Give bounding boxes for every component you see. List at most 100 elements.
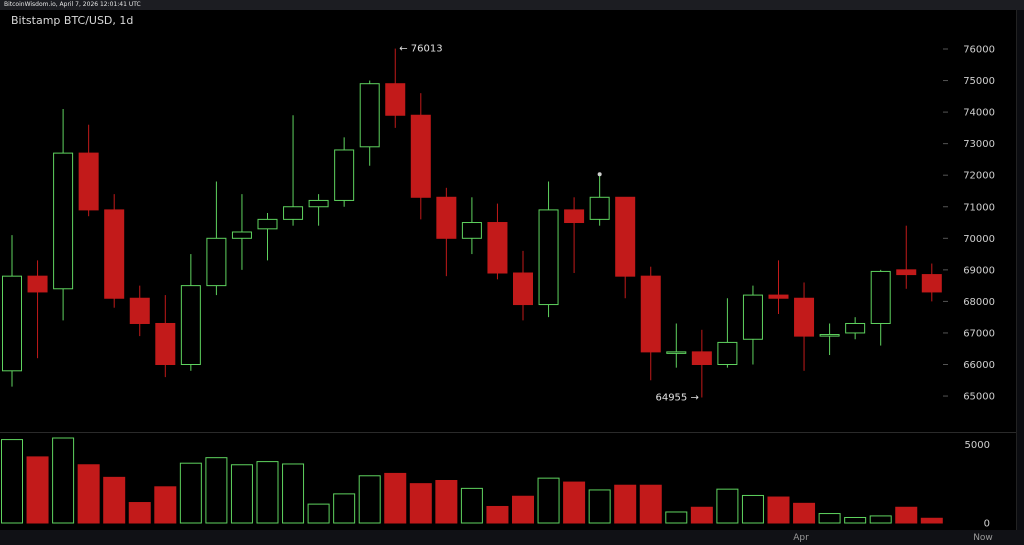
candle-body-up	[308, 199, 329, 208]
candle-body-down	[104, 209, 125, 299]
candle-body-down	[385, 83, 406, 116]
volume-bar-up	[333, 493, 356, 524]
candle-body-down	[436, 196, 457, 239]
chart-frame	[0, 10, 1017, 530]
volume-bar-up	[205, 457, 228, 524]
price-tick-label: 71000	[963, 202, 995, 213]
candle-body-up	[717, 341, 738, 366]
candle-body-up	[2, 275, 22, 372]
candle-body-down	[27, 275, 48, 293]
volume-bar-down	[26, 456, 49, 524]
volume-bar-down	[486, 505, 509, 524]
browser-caption-bar: BitcoinWisdom.io, April 7, 2026 12:01:41…	[0, 0, 1024, 10]
volume-bar-down	[409, 483, 432, 524]
time-axis-label: Now	[973, 533, 993, 543]
time-axis-strip	[0, 530, 1024, 545]
volume-bar-down	[77, 464, 100, 524]
volume-bar-down	[154, 486, 177, 524]
volume-bar-up	[1, 439, 23, 524]
volume-bar-up	[256, 461, 279, 524]
price-tick-label: 73000	[963, 139, 995, 150]
volume-bar-up	[665, 511, 688, 524]
candle-body-down	[129, 297, 150, 324]
candle-body-down	[155, 322, 176, 365]
candle-body-down	[513, 272, 533, 306]
candle-body-up	[666, 351, 687, 354]
candle-body-up	[819, 334, 840, 337]
volume-bar-down	[512, 495, 534, 524]
volume-bar-up	[358, 475, 381, 524]
candle-body-down	[768, 294, 789, 299]
candle-body-down	[564, 209, 585, 224]
volume-bar-down	[614, 484, 637, 524]
price-tick-label: 74000	[963, 108, 995, 119]
candle-body-up	[206, 237, 227, 287]
candle-body-up	[359, 83, 380, 148]
candle-body-down	[794, 297, 815, 337]
price-tick-label: 76000	[963, 45, 995, 56]
candle-body-up	[180, 285, 201, 365]
candle-body-up	[53, 152, 74, 290]
volume-bar-up	[307, 503, 330, 524]
high-annotation: ← 76013	[399, 44, 442, 55]
candle-body-up	[334, 149, 355, 201]
price-tick-label: 66000	[963, 360, 995, 371]
volume-bar-down	[793, 502, 816, 524]
volume-bar-up	[537, 477, 560, 524]
pane-divider	[0, 432, 1016, 433]
volume-tick-label: 5000	[965, 440, 990, 451]
price-tick-label: 72000	[963, 171, 995, 182]
low-annotation: 64955 →	[655, 392, 698, 403]
volume-bar-down	[639, 484, 662, 524]
marker-dot	[597, 172, 602, 177]
volume-bar-up	[179, 462, 202, 524]
candle-body-down	[921, 274, 942, 293]
candle-body-up	[742, 294, 763, 340]
price-tick-label: 68000	[963, 297, 995, 308]
volume-bar-down	[435, 480, 458, 524]
candle-body-down	[615, 196, 636, 277]
candle-body-up	[461, 222, 482, 239]
candle-body-up	[231, 231, 252, 239]
chart-title: Bitstamp BTC/USD, 1d	[11, 14, 134, 27]
candle-body-down	[691, 351, 712, 366]
price-tick-label: 69000	[963, 265, 995, 276]
volume-bar-down	[128, 502, 151, 524]
candle-body-up	[283, 206, 304, 220]
candle-body-down	[487, 222, 508, 274]
candle-body-up	[589, 196, 610, 220]
candle-body-down	[410, 114, 431, 198]
watermark-text: BitcoinWisdom.io, April 7, 2026 12:01:41…	[4, 1, 141, 8]
time-axis-label: Apr	[793, 533, 809, 543]
volume-bar-down	[895, 506, 918, 524]
candle-body-up	[845, 322, 866, 334]
volume-bar-up	[741, 494, 764, 524]
volume-bar-down	[920, 517, 943, 524]
volume-bar-up	[869, 515, 892, 524]
volume-bar-up	[52, 437, 75, 524]
volume-bar-down	[767, 496, 790, 524]
price-tick-label: 70000	[963, 234, 995, 245]
candle-body-down	[78, 152, 99, 211]
price-tick-label: 67000	[963, 328, 995, 339]
volume-bar-down	[563, 481, 586, 524]
volume-bar-down	[384, 472, 407, 524]
volume-bar-up	[818, 513, 841, 524]
price-tick-label: 65000	[963, 392, 995, 403]
candle-body-up	[870, 270, 891, 324]
price-tick-label: 75000	[963, 76, 995, 87]
volume-tick-label: 0	[984, 519, 990, 530]
volume-bar-up	[460, 487, 483, 524]
volume-bar-down	[690, 506, 713, 524]
volume-bar-up	[588, 489, 611, 524]
candle-body-up	[538, 209, 559, 306]
volume-bar-down	[103, 476, 126, 524]
candle-body-down	[896, 269, 917, 276]
volume-bar-up	[282, 463, 305, 524]
candle-body-down	[640, 275, 661, 353]
volume-bar-up	[716, 488, 739, 524]
volume-bar-up	[844, 516, 867, 524]
candle-body-up	[257, 218, 278, 230]
volume-bar-up	[230, 464, 253, 524]
